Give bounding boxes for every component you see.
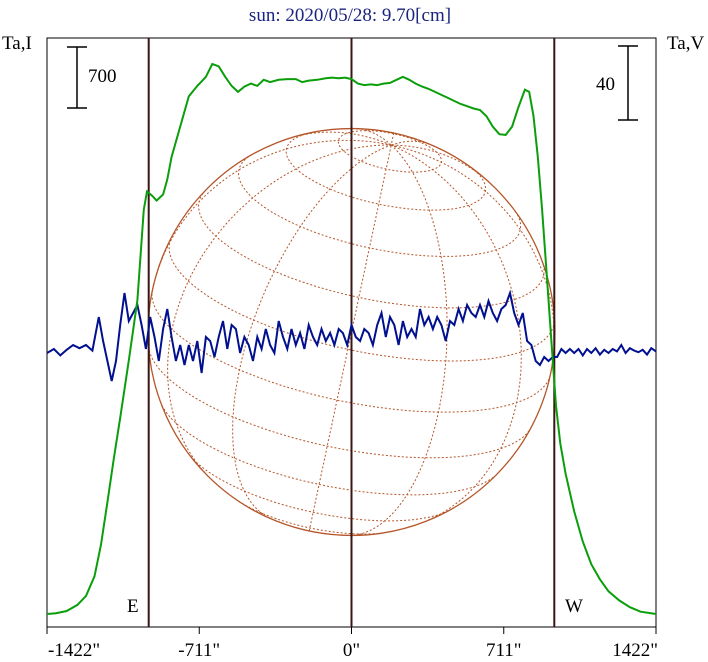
longitude-line [232,144,392,519]
polarization-curve [46,289,657,382]
x-tick-label: -1422" [48,640,100,661]
longitude-line [167,144,392,477]
latitude-line [238,154,522,257]
latitude-line [190,456,448,522]
east-label: E [127,596,139,617]
x-tick-label: 0" [343,640,360,661]
x-axis: -1422" -711" 0" 711" 1422" [46,627,658,661]
longitude-line [390,132,395,146]
right-scale-bar [618,45,638,121]
left-axis-label: Ta,I [2,33,32,54]
longitude-line [391,144,555,375]
x-tick-label: -711" [178,640,220,661]
longitude-line [152,139,392,290]
longitude-line [390,144,522,523]
left-scale-value: 700 [88,66,117,87]
longitude-line [286,131,392,146]
x-tick-label: 711" [486,640,522,661]
right-scale-value: 40 [596,74,615,95]
latitude-line [161,405,496,496]
longitude-line [308,144,392,532]
x-tick-label: 1422" [612,640,658,661]
right-axis-label: Ta,V [667,33,704,54]
latitude-line [168,239,555,362]
longitude-line [391,144,490,183]
latitude-line [148,346,532,459]
latitude-line [198,190,545,309]
west-label: W [565,596,583,617]
longitude-line [350,144,448,536]
longitude-line [391,140,429,146]
longitude-line [357,128,392,146]
left-scale-bar [67,46,87,109]
chart-title: sun: 2020/05/28: 9.70[cm] [249,5,451,26]
intensity-curve [46,62,657,615]
latitude-line [238,500,387,535]
